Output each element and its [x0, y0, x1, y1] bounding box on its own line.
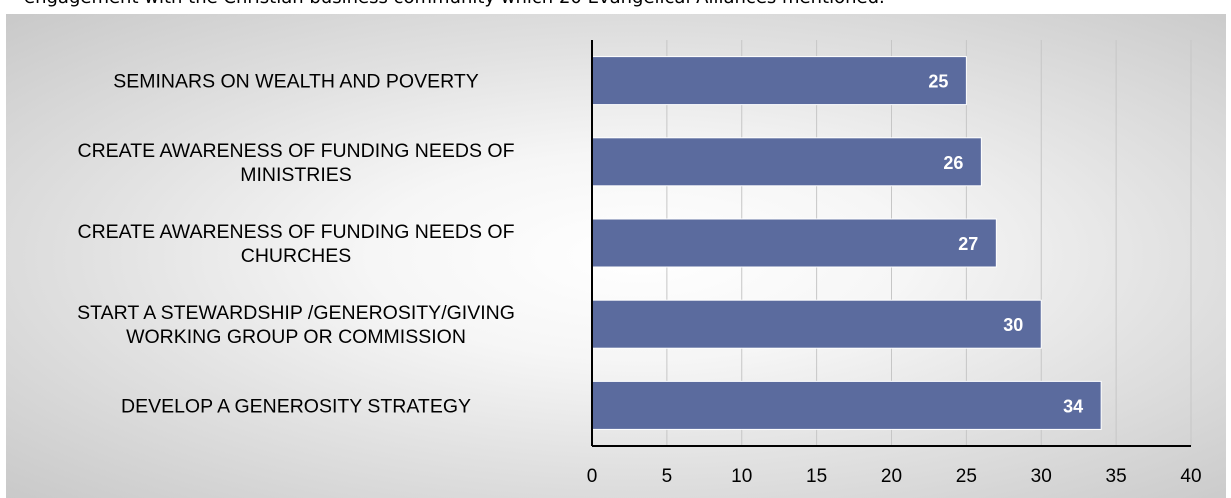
bar	[591, 380, 1102, 430]
chart-area: 25 SEMINARS ON WEALTH AND POVERTY 26 CREATE…	[6, 14, 1226, 498]
category-label-line: MINISTRIES	[240, 164, 352, 186]
intro-text: engagement with the Christian business c…	[24, 0, 885, 8]
category-label: SEMINARS ON WEALTH AND POVERTY	[113, 71, 479, 93]
category-label-line: CREATE AWARENESS OF FUNDING NEEDS OF	[78, 221, 515, 243]
x-tick-label: 30	[1031, 466, 1052, 487]
category-label-line: CREATE AWARENESS OF FUNDING NEEDS OF	[78, 140, 515, 162]
x-tick-label: 10	[731, 466, 752, 487]
category-label: START A STEWARDSHIP /GENEROSITY/GIVING WO…	[77, 302, 515, 348]
x-tick-label: 20	[881, 466, 902, 487]
data-label: 25	[928, 72, 948, 92]
bar	[591, 56, 967, 106]
x-tick-label: 35	[1106, 466, 1127, 487]
x-tick-label: 40	[1180, 466, 1201, 487]
category-label: CREATE AWARENESS OF FUNDING NEEDS OF MINI…	[78, 140, 515, 186]
x-tick-label: 5	[662, 466, 673, 487]
category-label-line: SEMINARS ON WEALTH AND POVERTY	[113, 71, 479, 93]
category-label: DEVELOP A GENEROSITY STRATEGY	[121, 395, 471, 417]
category-label: CREATE AWARENESS OF FUNDING NEEDS OF CHUR…	[78, 221, 515, 267]
x-tick-label: 15	[806, 466, 827, 487]
bar	[591, 299, 1042, 349]
bar	[591, 218, 997, 268]
x-tick-label: 0	[587, 466, 598, 487]
data-label: 26	[943, 153, 963, 173]
category-label-line: DEVELOP A GENEROSITY STRATEGY	[121, 395, 471, 417]
category-label-line: CHURCHES	[241, 245, 352, 267]
category-label-line: START A STEWARDSHIP /GENEROSITY/GIVING	[77, 302, 515, 324]
bar-chart: 25 SEMINARS ON WEALTH AND POVERTY 26 CREATE…	[77, 40, 1202, 487]
data-label: 27	[958, 234, 978, 254]
data-label: 34	[1063, 396, 1083, 416]
category-label-line: WORKING GROUP OR COMMISSION	[126, 326, 466, 348]
x-tick-label: 25	[956, 466, 977, 487]
bar	[591, 137, 982, 187]
data-label: 30	[1003, 315, 1023, 335]
